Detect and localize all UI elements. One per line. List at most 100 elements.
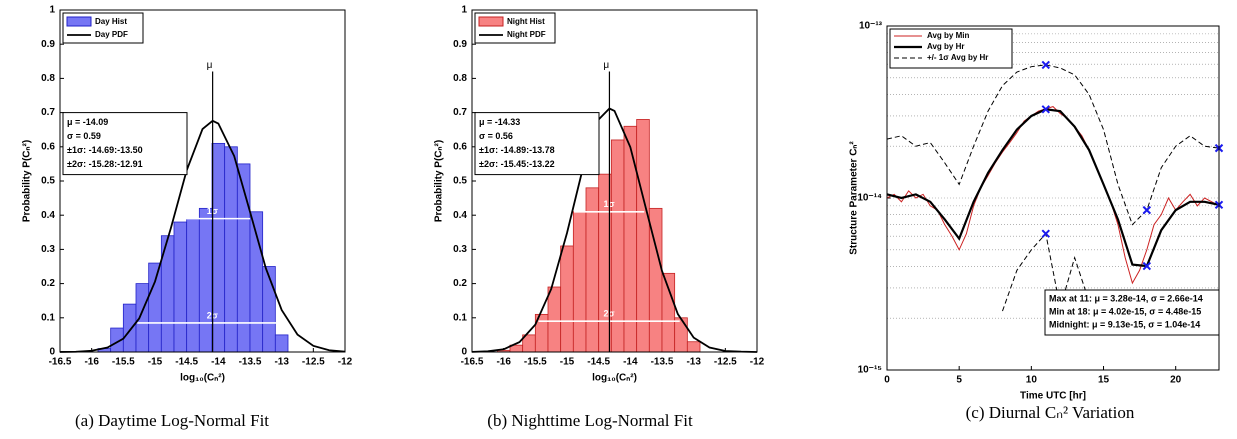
mu-label: μ	[603, 60, 609, 71]
y-axis-label: Structure Parameter Cₙ²	[849, 141, 860, 255]
plot-frame	[886, 25, 1220, 371]
x-tick-label: -14.5	[587, 357, 610, 368]
bar	[224, 146, 238, 353]
plot-frame	[59, 9, 346, 353]
stats-box	[474, 112, 600, 176]
x-tick-label: 10	[1026, 375, 1038, 386]
bar	[636, 119, 650, 353]
y-tick-label: 1	[461, 5, 467, 16]
x-tick-label: 15	[1098, 375, 1110, 386]
y-tick-label: 0.4	[453, 210, 467, 221]
bar	[623, 125, 638, 353]
legend-swatch	[478, 16, 504, 27]
legend-label: +/- 1σ Avg by Hr	[927, 53, 988, 62]
pdf-line	[59, 119, 346, 353]
x-axis-label: log₁₀(Cₙ²)	[180, 373, 225, 384]
y-tick-label: 0.7	[41, 107, 55, 118]
y-tick-label: 0.8	[453, 73, 467, 84]
x-tick-label: -12	[750, 357, 765, 368]
stats-text: Min at 18: μ = 4.02e-15, σ = 4.48e-15	[1049, 306, 1201, 316]
x-tick-label: -15.5	[524, 357, 547, 368]
y-tick-label: 0.8	[41, 73, 55, 84]
y-axis-label: Probability P(Cₙ²)	[22, 140, 33, 222]
marker	[1041, 105, 1050, 114]
stats-text: σ = 0.56	[479, 131, 513, 141]
x-tick-label: -12.5	[302, 357, 325, 368]
caption: (a) Daytime Log-Normal Fit	[75, 411, 269, 430]
y-tick-label: 0.6	[453, 141, 467, 152]
x-tick-label: -13.5	[239, 357, 262, 368]
stats-text: σ = 0.59	[67, 131, 101, 141]
caption: (b) Nighttime Log-Normal Fit	[487, 411, 693, 430]
stats-text: ±2σ: -15.28:-12.91	[67, 159, 143, 169]
bar	[211, 142, 226, 353]
y-tick-label: 0.2	[41, 278, 55, 289]
legend-label: Night Hist	[507, 17, 545, 26]
y-tick-label: 0.3	[453, 244, 467, 255]
marker	[1142, 261, 1152, 271]
x-tick-label: -13	[274, 357, 289, 368]
y-tick-label: 0.9	[41, 39, 55, 50]
y-tick-label: 10⁻¹³	[859, 21, 883, 32]
series-line	[886, 64, 1220, 226]
y-tick-label: 10⁻¹⁴	[857, 193, 882, 204]
x-tick-label: -15.5	[112, 357, 135, 368]
marker	[1142, 205, 1152, 215]
stats-text: ±2σ: -15.45:-13.22	[479, 159, 555, 169]
series-line	[886, 108, 1220, 268]
x-tick-label: -16	[496, 357, 511, 368]
bar	[610, 139, 625, 353]
y-tick-label: 0.5	[41, 176, 55, 187]
x-tick-label: -12.5	[714, 357, 737, 368]
bar	[274, 334, 289, 353]
legend-label: Day PDF	[95, 30, 128, 39]
bar	[572, 211, 587, 353]
bar	[674, 317, 688, 353]
stats-box	[62, 112, 188, 176]
bar	[262, 266, 276, 353]
y-tick-label: 0.3	[41, 244, 55, 255]
y-tick-label: 0	[461, 347, 467, 358]
legend-label: Avg by Hr	[927, 42, 965, 51]
x-axis-label: log₁₀(Cₙ²)	[592, 373, 637, 384]
x-tick-label: -12	[338, 357, 353, 368]
bar	[135, 283, 150, 353]
mu-label: μ	[207, 60, 213, 71]
stats-text: μ = -14.33	[479, 117, 520, 127]
bar	[186, 218, 200, 353]
bar	[173, 221, 188, 353]
x-tick-label: 20	[1170, 375, 1182, 386]
y-tick-label: 0.6	[41, 141, 55, 152]
x-tick-label: 5	[956, 375, 962, 386]
bar	[122, 303, 137, 353]
plot-frame	[471, 9, 758, 353]
marker	[1041, 60, 1050, 70]
y-tick-label: 0.4	[41, 210, 55, 221]
stats-text: μ = -14.09	[67, 117, 108, 127]
y-tick-label: 0.2	[453, 278, 467, 289]
bar	[661, 272, 676, 353]
x-tick-label: -14	[211, 357, 226, 368]
caption: (c) Diurnal Cₙ² Variation	[966, 403, 1135, 422]
y-tick-label: 0.9	[453, 39, 467, 50]
x-tick-label: -16	[84, 357, 99, 368]
x-tick-label: -15	[560, 357, 575, 368]
y-tick-label: 0.1	[41, 312, 55, 323]
legend-label: Night PDF	[507, 30, 546, 39]
bar	[560, 245, 574, 353]
y-tick-label: 10⁻¹⁵	[858, 365, 883, 376]
x-tick-label: -16.5	[461, 357, 484, 368]
legend-label: Avg by Min	[927, 31, 969, 40]
x-tick-label: -14.5	[175, 357, 198, 368]
y-axis-label: Probability P(Cₙ²)	[434, 140, 445, 222]
legend-label: Day Hist	[95, 17, 127, 26]
x-axis-label: Time UTC [hr]	[1020, 391, 1086, 402]
series-line	[886, 106, 1220, 285]
x-tick-label: 0	[884, 375, 890, 386]
bar	[198, 207, 213, 353]
y-tick-label: 0.5	[453, 176, 467, 187]
x-tick-label: -13.5	[651, 357, 674, 368]
x-tick-label: -16.5	[49, 357, 72, 368]
legend-swatch	[66, 16, 92, 27]
